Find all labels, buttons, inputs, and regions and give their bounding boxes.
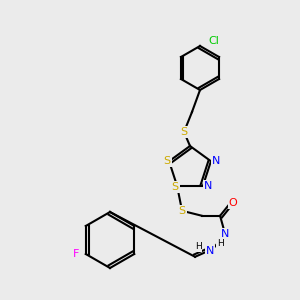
Text: N: N [212, 156, 220, 166]
Text: H: H [195, 242, 201, 251]
Text: H: H [217, 239, 224, 248]
Text: S: S [164, 156, 171, 166]
Text: S: S [178, 206, 186, 216]
Text: F: F [73, 249, 79, 259]
Text: N: N [204, 181, 212, 191]
Text: N: N [221, 229, 229, 239]
Text: S: S [172, 182, 178, 192]
Text: O: O [229, 198, 237, 208]
Text: Cl: Cl [208, 36, 219, 46]
Text: N: N [206, 246, 214, 256]
Text: S: S [180, 127, 188, 137]
